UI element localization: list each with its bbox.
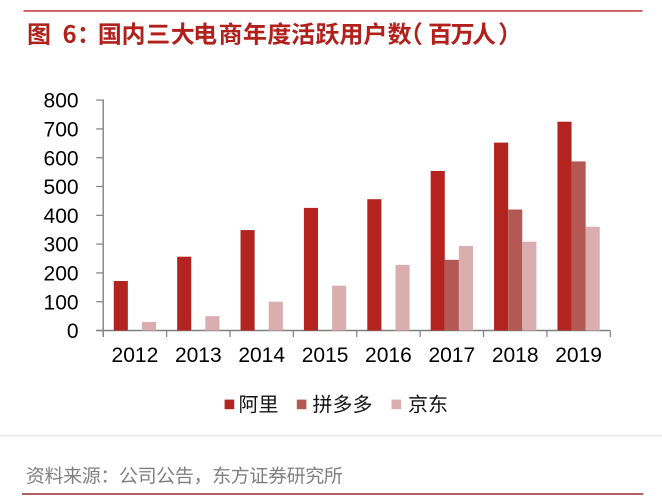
svg-text:300: 300 xyxy=(44,234,79,257)
svg-text:2017: 2017 xyxy=(428,344,475,367)
svg-text:2016: 2016 xyxy=(365,344,412,367)
svg-text:2014: 2014 xyxy=(238,344,285,367)
svg-text:2015: 2015 xyxy=(302,344,349,367)
svg-text:100: 100 xyxy=(44,291,79,314)
svg-text:200: 200 xyxy=(44,263,79,286)
svg-text:800: 800 xyxy=(44,90,79,113)
svg-text:400: 400 xyxy=(44,205,79,228)
svg-text:2012: 2012 xyxy=(112,344,159,367)
svg-text:700: 700 xyxy=(44,119,79,142)
svg-text:500: 500 xyxy=(44,176,79,199)
svg-text:2013: 2013 xyxy=(175,344,222,367)
svg-text:600: 600 xyxy=(44,147,79,170)
svg-text:2019: 2019 xyxy=(555,344,602,367)
svg-text:0: 0 xyxy=(67,320,79,343)
svg-text:2018: 2018 xyxy=(492,344,539,367)
